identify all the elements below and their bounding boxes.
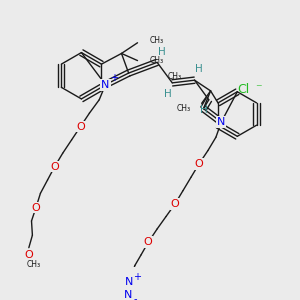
Text: O: O bbox=[32, 202, 40, 213]
Text: CH₃: CH₃ bbox=[150, 37, 164, 46]
Text: CH₃: CH₃ bbox=[27, 260, 41, 269]
Text: O: O bbox=[25, 250, 33, 260]
Text: Cl: Cl bbox=[237, 82, 250, 96]
Text: N: N bbox=[124, 290, 132, 300]
Text: H: H bbox=[200, 106, 208, 116]
Text: +: + bbox=[110, 73, 118, 82]
Text: -: - bbox=[133, 294, 136, 300]
Text: N: N bbox=[101, 80, 110, 90]
Text: CH₃: CH₃ bbox=[177, 104, 191, 113]
Text: +: + bbox=[134, 272, 142, 282]
Text: H: H bbox=[164, 88, 172, 98]
Text: H: H bbox=[195, 64, 203, 74]
Text: H: H bbox=[158, 47, 166, 57]
Text: CH₃: CH₃ bbox=[168, 72, 182, 81]
Text: O: O bbox=[76, 122, 85, 131]
Text: O: O bbox=[144, 237, 153, 247]
Text: O: O bbox=[50, 162, 59, 172]
Text: O: O bbox=[171, 199, 179, 209]
Text: N: N bbox=[124, 277, 133, 286]
Text: CH₃: CH₃ bbox=[150, 56, 164, 65]
Text: ⁻: ⁻ bbox=[255, 82, 262, 96]
Text: O: O bbox=[195, 159, 203, 169]
Text: N: N bbox=[217, 117, 226, 127]
